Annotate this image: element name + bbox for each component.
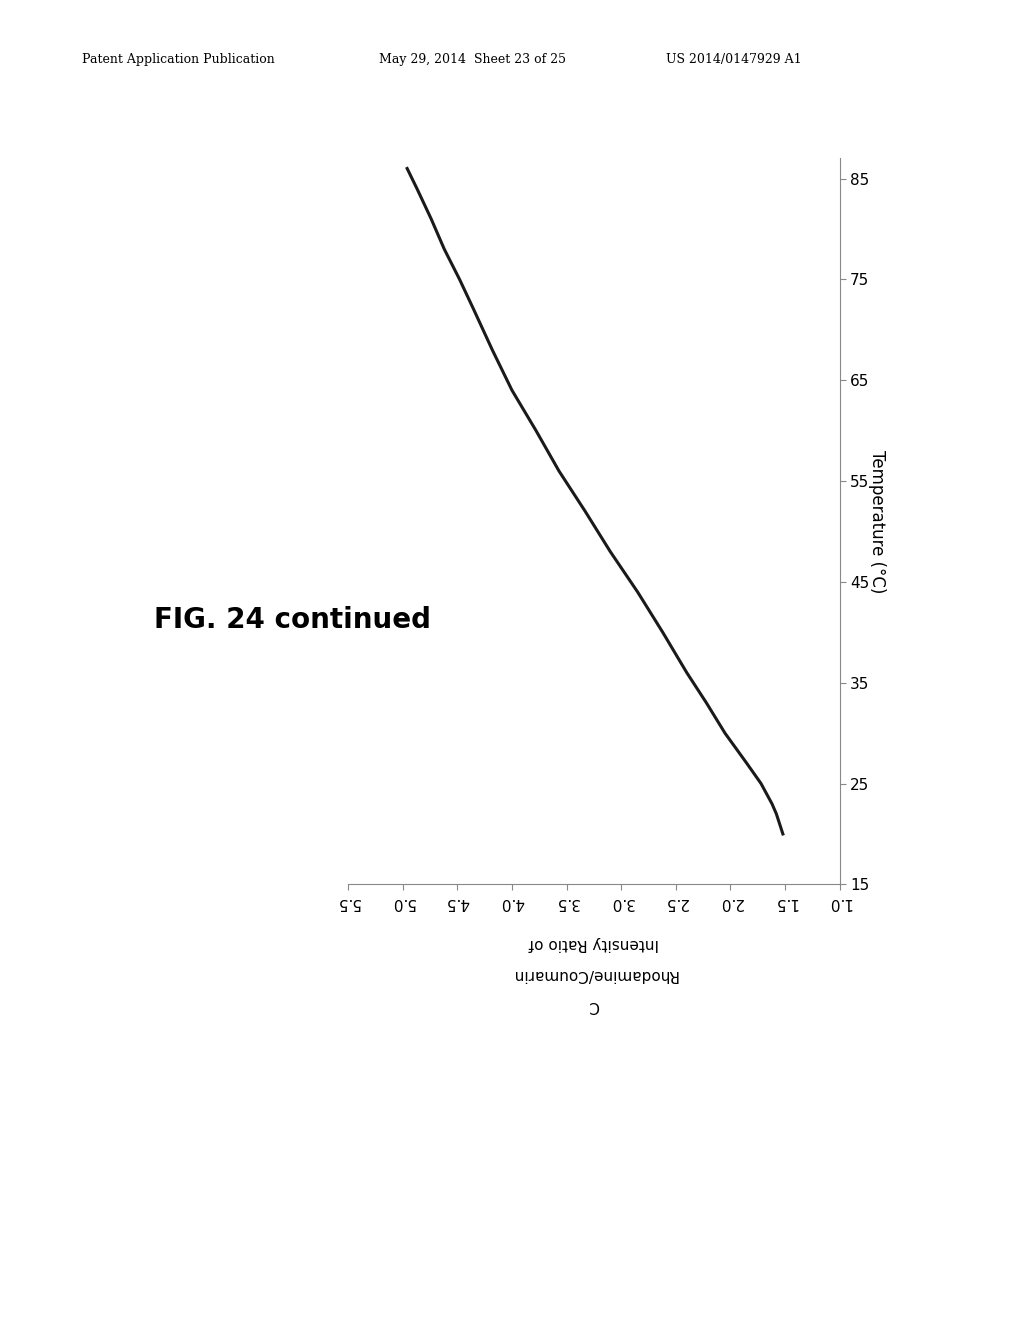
Text: C: C [589,998,599,1014]
Text: Patent Application Publication: Patent Application Publication [82,53,274,66]
Text: Intensity Ratio of: Intensity Ratio of [528,936,659,952]
Text: May 29, 2014  Sheet 23 of 25: May 29, 2014 Sheet 23 of 25 [379,53,566,66]
Text: Rhodamine/Coumarin: Rhodamine/Coumarin [511,966,677,982]
Text: FIG. 24 continued: FIG. 24 continued [154,606,431,635]
Text: US 2014/0147929 A1: US 2014/0147929 A1 [666,53,801,66]
Y-axis label: Temperature (°C): Temperature (°C) [868,450,886,593]
